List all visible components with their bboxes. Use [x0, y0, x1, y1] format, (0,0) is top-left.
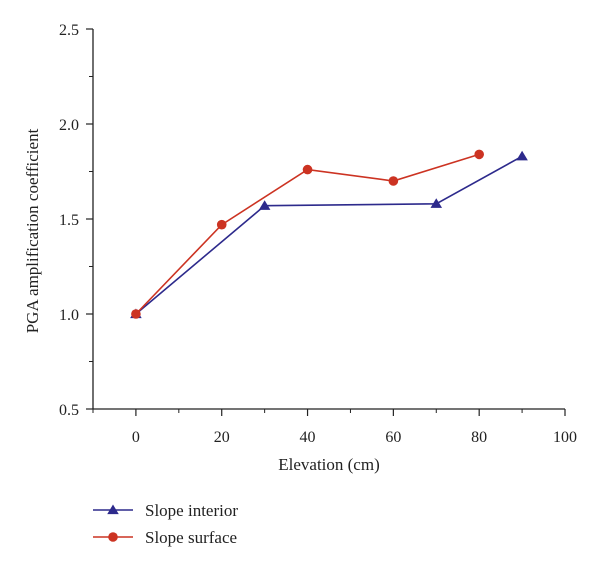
legend-circle-marker [108, 532, 118, 542]
y-tick-label: 1.0 [59, 307, 79, 324]
data-point-circle [302, 164, 313, 175]
y-tick-label: 1.5 [59, 212, 79, 229]
x-ticks: 0 20 40 60 80 100 [92, 409, 577, 446]
legend-label-slope-surface: Slope surface [145, 528, 237, 547]
data-point-circle [216, 219, 227, 230]
series-line-slope-interior [135, 155, 523, 315]
y-axis-label: PGA amplification coefficient [23, 128, 42, 333]
y-tick-label: 0.5 [59, 402, 79, 419]
plot-series [130, 149, 528, 319]
series-slope-surface [131, 149, 484, 319]
x-tick-label: 40 [300, 429, 316, 446]
legend: Slope interior Slope surface [93, 501, 238, 547]
x-tick-label: 80 [471, 429, 487, 446]
y-ticks: 0.5 1.0 1.5 2.0 2.5 [59, 22, 93, 419]
data-point-triangle [258, 200, 271, 210]
x-tick-label: 100 [553, 429, 577, 446]
data-point-circle [388, 176, 399, 186]
series-slope-interior [130, 150, 528, 319]
legend-item-slope-surface: Slope surface [93, 528, 237, 547]
x-tick-label: 0 [132, 429, 140, 446]
data-point-triangle [430, 198, 443, 208]
x-axis-label: Elevation (cm) [278, 455, 380, 474]
y-tick-label: 2.0 [59, 117, 79, 134]
data-point-circle [474, 149, 484, 160]
y-tick-label: 2.5 [59, 22, 79, 39]
axes [92, 29, 565, 410]
x-tick-label: 20 [214, 429, 230, 446]
data-point-triangle [516, 150, 528, 161]
data-point-circle [131, 309, 141, 319]
legend-triangle-marker [107, 504, 119, 515]
x-tick-label: 60 [385, 429, 401, 446]
legend-label-slope-interior: Slope interior [145, 501, 238, 520]
series-line-slope-surface [135, 153, 480, 315]
legend-item-slope-interior: Slope interior [93, 501, 238, 520]
